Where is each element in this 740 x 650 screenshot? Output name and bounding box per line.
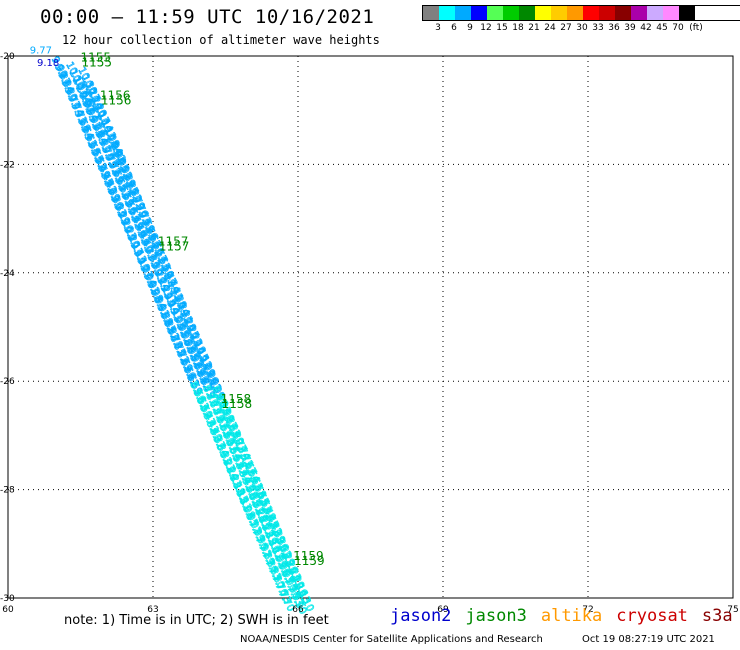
legend-label: 24: [544, 23, 556, 33]
lon-tick-label: 63: [147, 605, 158, 615]
time-label: 1159: [293, 549, 324, 563]
time-label: 1157: [158, 235, 189, 249]
legend-swatch: [519, 6, 535, 20]
time-label: 1155: [81, 50, 112, 64]
lat-tick-label: -30: [0, 594, 15, 604]
legend-label: 15: [496, 23, 508, 33]
lat-tick-label: -28: [0, 486, 15, 496]
lat-tick-label: -24: [0, 269, 15, 279]
page-title: 00:00 – 11:59 UTC 10/16/2021: [40, 6, 375, 28]
legend-swatch: [551, 6, 567, 20]
mission-cryosat: cryosat: [616, 606, 688, 626]
legend-swatch: [439, 6, 455, 20]
legend-swatch: [487, 6, 503, 20]
time-label: 1156: [100, 88, 131, 102]
mission-jason2: jason2: [390, 606, 452, 626]
legend-swatch: [583, 6, 599, 20]
legend-swatch: [599, 6, 615, 20]
altimeter-tracks: 9.909.879.849.809.779.749.719.689.649.61…: [30, 45, 316, 616]
legend-swatch: [503, 6, 519, 20]
legend-swatch: [455, 6, 471, 20]
legend-swatch: [567, 6, 583, 20]
lon-tick-label: 69: [437, 605, 449, 615]
legend-label: 9: [467, 23, 473, 33]
legend-label: 27: [560, 23, 572, 33]
legend-swatch: [423, 6, 439, 20]
mission-legend: jason2 jason3 altika cryosat s3a: [390, 606, 740, 626]
track-start-label: 9.77: [30, 45, 52, 56]
legend-label: 30: [576, 23, 588, 33]
credit-text: NOAA/NESDIS Center for Satellite Applica…: [240, 634, 543, 645]
track-start-label: 9.18: [37, 58, 59, 69]
legend-swatch: [615, 6, 631, 20]
time-label: 1159: [294, 554, 325, 568]
color-legend: 3 6 9 12 15 18 21 24 27 30 33 36 39 42 45 70 (ft): [422, 5, 740, 35]
time-label: 1158: [222, 397, 253, 411]
lat-tick-label: -26: [0, 377, 15, 387]
legend-swatches: [422, 5, 740, 21]
lon-tick-label: 75: [727, 605, 738, 615]
mission-altika: altika: [540, 606, 603, 626]
legend-label: 3: [435, 23, 441, 33]
legend-label: 12: [480, 23, 492, 33]
mission-jason3: jason3: [465, 606, 527, 626]
legend-swatch: [679, 6, 695, 20]
page-subtitle: 12 hour collection of altimeter wave hei…: [62, 33, 380, 47]
legend-label: 18: [512, 23, 524, 33]
legend-label: 39: [624, 23, 636, 33]
generated-timestamp: Oct 19 08:27:19 UTC 2021: [582, 634, 715, 645]
time-label: 1156: [101, 93, 132, 107]
legend-label: 6: [451, 23, 457, 33]
legend-label: 45: [656, 23, 668, 33]
time-label: 1155: [82, 55, 113, 69]
legend-swatch: [663, 6, 679, 20]
legend-swatch: [535, 6, 551, 20]
axis-labels: 60 63 66 69 72 75 -20 -22 -24 -26 -28 -30: [0, 52, 739, 615]
map-frame: [7, 55, 734, 599]
legend-label: (ft): [689, 23, 703, 33]
legend-label: 70: [672, 23, 684, 33]
lon-tick-label: 72: [582, 605, 593, 615]
mission-s3a: s3a: [701, 606, 733, 626]
legend-label: 42: [640, 23, 652, 33]
time-label: 1158: [221, 392, 252, 406]
lat-tick-label: -22: [0, 160, 15, 170]
lon-tick-label: 66: [292, 605, 304, 615]
footer-note: note: 1) Time is in UTC; 2) SWH is in fe…: [64, 613, 329, 628]
legend-label: 36: [608, 23, 620, 33]
legend-swatch: [647, 6, 663, 20]
legend-label: 33: [592, 23, 604, 33]
lon-tick-label: 60: [2, 605, 14, 615]
legend-swatch: [631, 6, 647, 20]
legend-label: 21: [528, 23, 540, 33]
map-grid: [7, 55, 734, 599]
legend-swatch: [471, 6, 487, 20]
time-label: 1157: [159, 240, 190, 254]
lat-tick-label: -20: [0, 52, 15, 62]
legend-labels: 3 6 9 12 15 18 21 24 27 30 33 36 39 42 45 70 (ft): [422, 21, 740, 35]
